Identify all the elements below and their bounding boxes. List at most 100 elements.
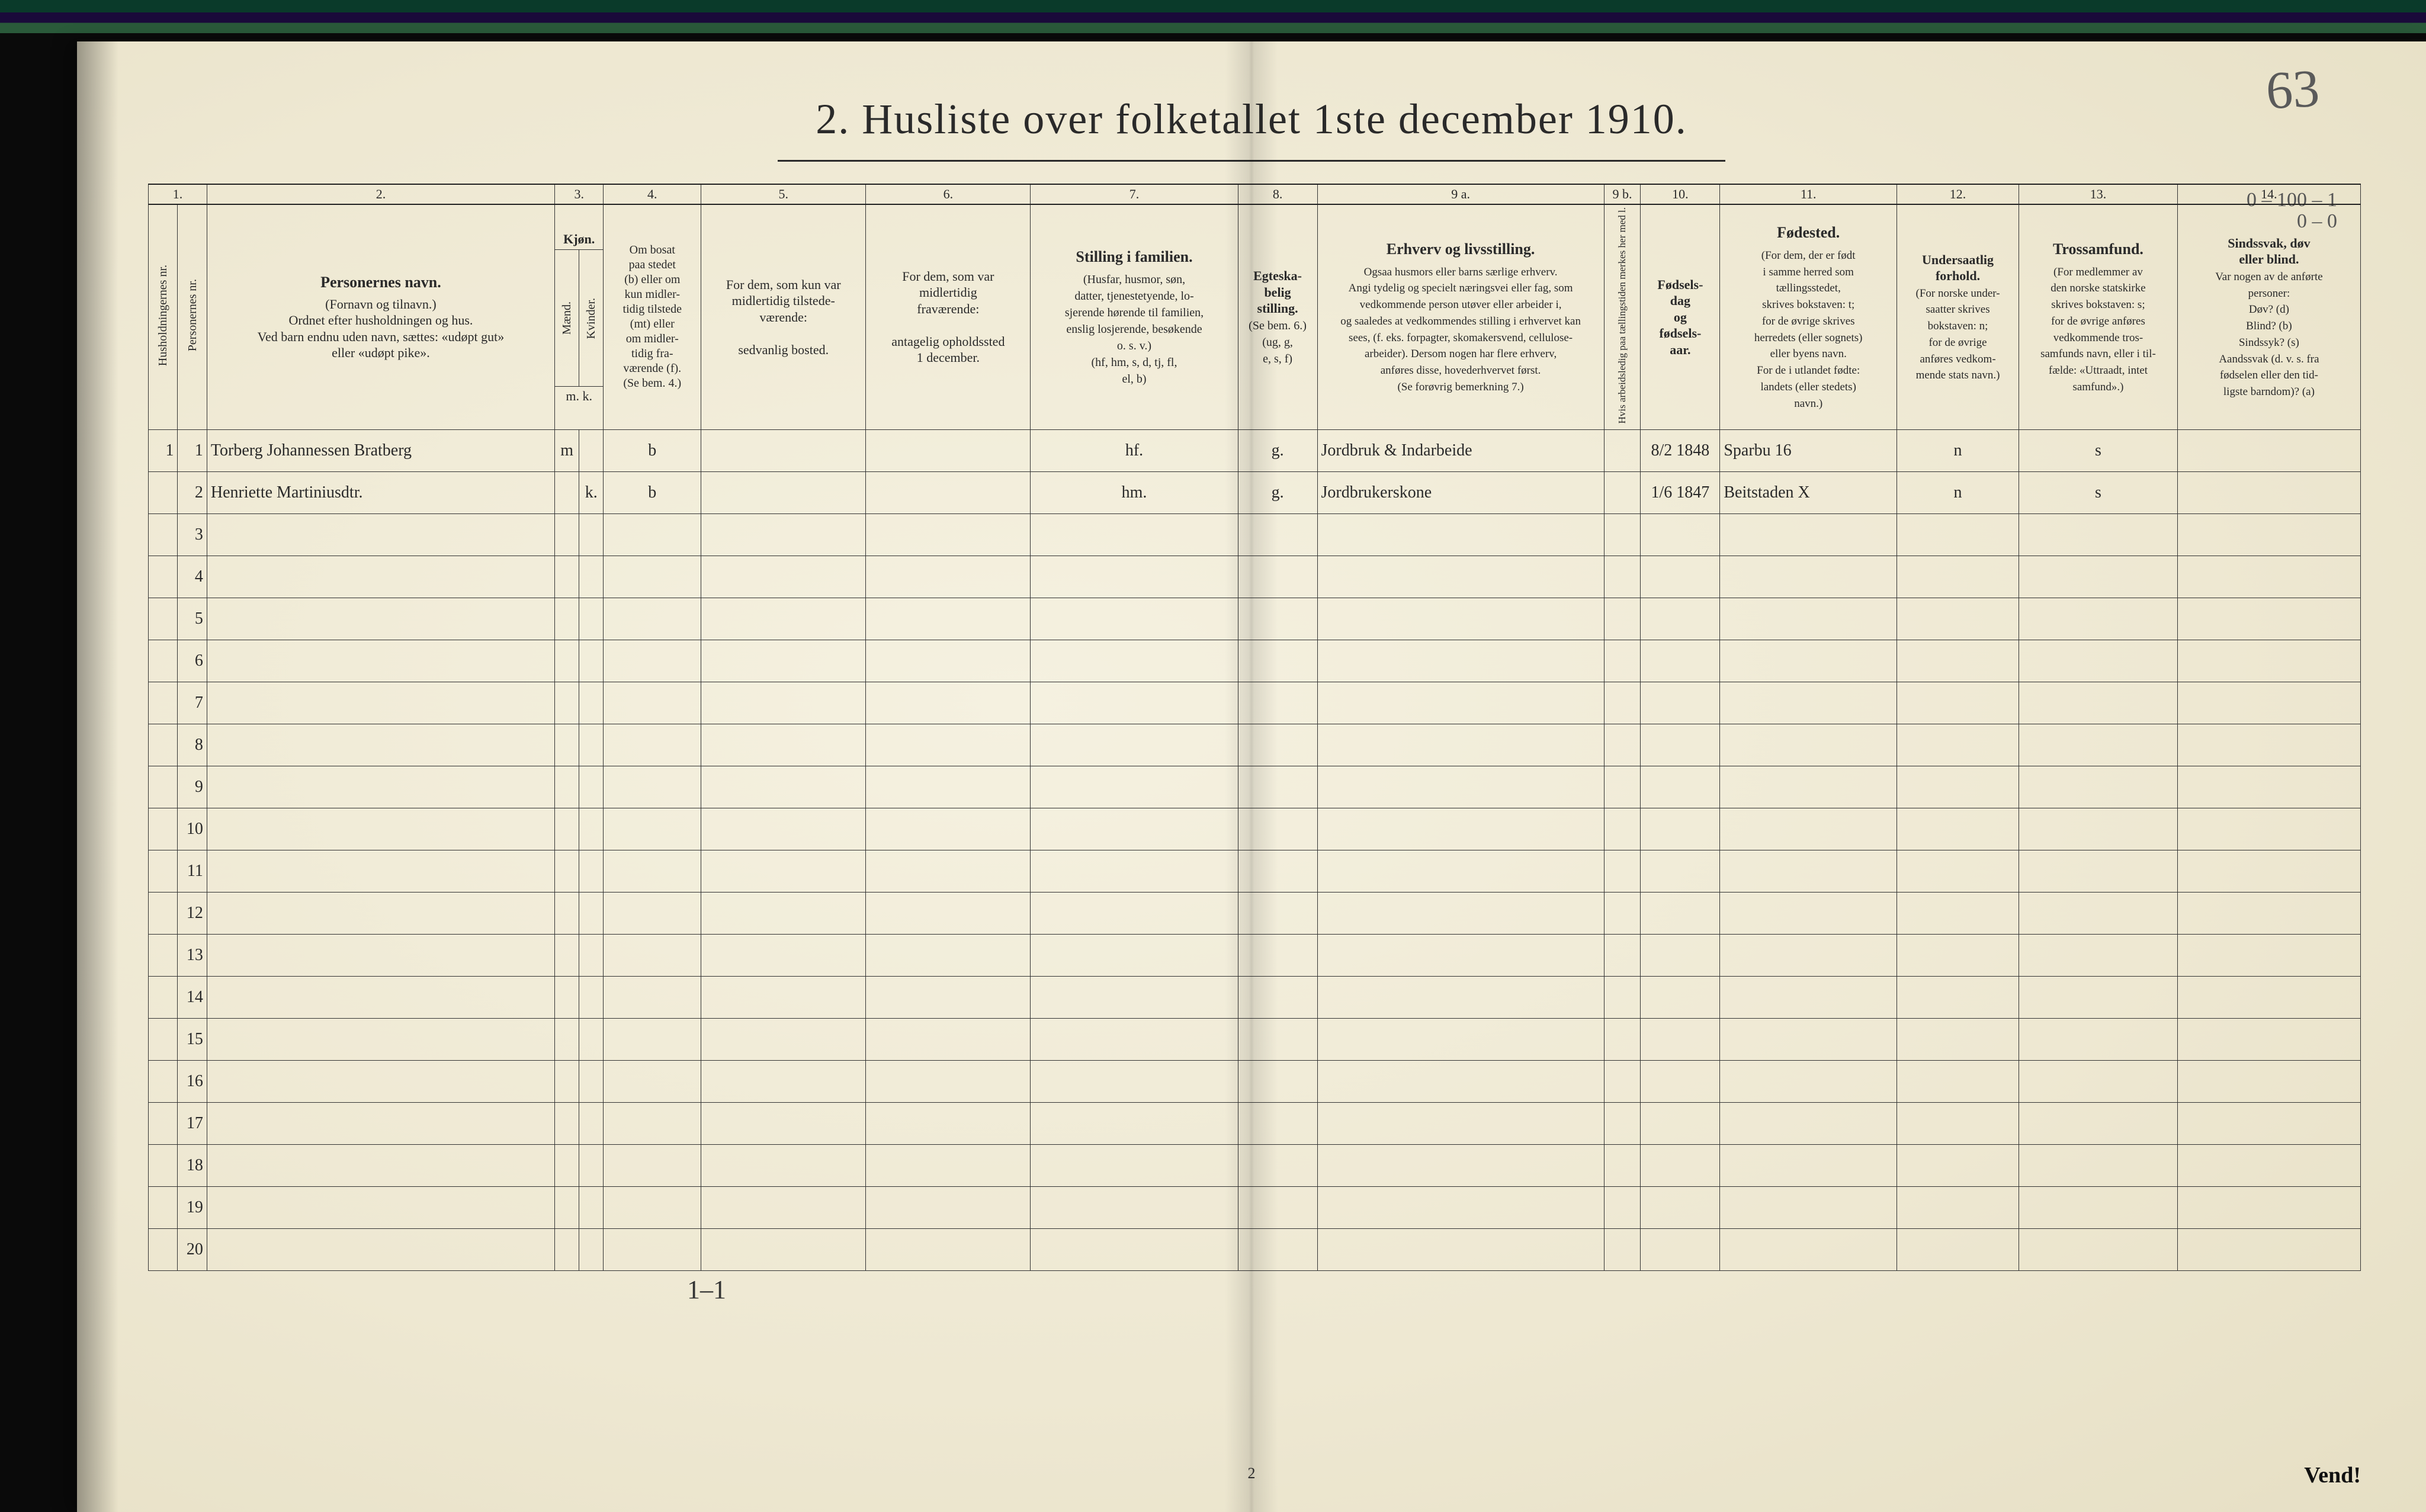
- cell-blank: [207, 977, 554, 1019]
- cell-blank: [2177, 766, 2360, 808]
- cell-blank: [2177, 893, 2360, 935]
- cell-sex-k: [579, 430, 604, 472]
- cell-person-nr: 17: [178, 1103, 207, 1145]
- cell-blank: [555, 766, 579, 808]
- cell-blank: [1238, 1187, 1317, 1229]
- cell-blank: [1031, 893, 1238, 935]
- hdr-name: Personernes navn. (Fornavn og tilnavn.) …: [207, 204, 554, 430]
- cell-blank: [1317, 1187, 1604, 1229]
- hdr-person-nr: Personernes nr.: [178, 204, 207, 430]
- cell-blank: [1031, 1229, 1238, 1271]
- cell-blank: [866, 598, 1031, 640]
- cell-blank: [1720, 1019, 1897, 1061]
- table-row: 13: [149, 935, 2361, 977]
- cell-person-nr: 3: [178, 514, 207, 556]
- cell-blank: [2177, 1103, 2360, 1145]
- cell-hh-nr: [149, 1145, 178, 1187]
- table-body: 11Torberg Johannessen Bratbergmbhf.g.Jor…: [149, 430, 2361, 1271]
- cell-blank: [1031, 1061, 1238, 1103]
- cell-blank: [1604, 1019, 1641, 1061]
- cell-blank: [2019, 935, 2178, 977]
- cell-blank: [866, 1229, 1031, 1271]
- cell-blank: [207, 766, 554, 808]
- cell-blank: [2019, 1145, 2178, 1187]
- scanner-color-band: [0, 0, 2426, 41]
- cell-person-nr: 18: [178, 1145, 207, 1187]
- cell-person-nr: 20: [178, 1229, 207, 1271]
- cell-blank: [1604, 514, 1641, 556]
- cell-temp-present: [701, 430, 866, 472]
- colnum-7: 7.: [1031, 184, 1238, 204]
- cell-blank: [1720, 850, 1897, 893]
- cell-faith: s: [2019, 472, 2178, 514]
- cell-blank: [2019, 556, 2178, 598]
- cell-blank: [1317, 935, 1604, 977]
- table-row: 17: [149, 1103, 2361, 1145]
- cell-blank: [207, 808, 554, 850]
- cell-blank: [1238, 808, 1317, 850]
- table-row: 11Torberg Johannessen Bratbergmbhf.g.Jor…: [149, 430, 2361, 472]
- cell-blank: [1317, 514, 1604, 556]
- cell-blank: [1720, 724, 1897, 766]
- cell-blank: [866, 1061, 1031, 1103]
- cell-blank: [866, 893, 1031, 935]
- cell-blank: [1897, 1229, 2019, 1271]
- cell-blank: [555, 1019, 579, 1061]
- page-title: 2. Husliste over folketallet 1ste decemb…: [77, 95, 2426, 144]
- cell-blank: [555, 724, 579, 766]
- cell-hh-nr: [149, 598, 178, 640]
- cell-blank: [1317, 556, 1604, 598]
- cell-blank: [1641, 1187, 1720, 1229]
- cell-sex-m: m: [555, 430, 579, 472]
- cell-blank: [1641, 1229, 1720, 1271]
- cell-blank: [1317, 1229, 1604, 1271]
- cell-blank: [2177, 808, 2360, 850]
- cell-blank: [866, 514, 1031, 556]
- cell-hh-nr: [149, 1229, 178, 1271]
- cell-person-nr: 5: [178, 598, 207, 640]
- cell-blank: [207, 724, 554, 766]
- cell-blank: [866, 1187, 1031, 1229]
- table-row: 5: [149, 598, 2361, 640]
- cell-blank: [2019, 850, 2178, 893]
- cell-blank: [1031, 724, 1238, 766]
- cell-blank: [207, 935, 554, 977]
- cell-blank: [1720, 766, 1897, 808]
- cell-blank: [1897, 850, 2019, 893]
- cell-blank: [555, 850, 579, 893]
- cell-hh-nr: [149, 766, 178, 808]
- cell-blank: [1604, 598, 1641, 640]
- table-row: 4: [149, 556, 2361, 598]
- cell-blank: [701, 893, 866, 935]
- hdr-unemployed: Hvis arbeidsledig paa tællingstiden merk…: [1604, 204, 1641, 430]
- cell-blank: [2019, 640, 2178, 682]
- cell-blank: [207, 682, 554, 724]
- cell-blank: [2177, 1019, 2360, 1061]
- cell-blank: [1641, 977, 1720, 1019]
- cell-person-nr: 10: [178, 808, 207, 850]
- cell-blank: [1897, 766, 2019, 808]
- cell-blank: [701, 724, 866, 766]
- cell-blank: [555, 514, 579, 556]
- cell-blank: [1641, 1103, 1720, 1145]
- colnum-6: 6.: [866, 184, 1031, 204]
- cell-blank: [1897, 1061, 2019, 1103]
- cell-blank: [866, 766, 1031, 808]
- cell-person-nr: 9: [178, 766, 207, 808]
- cell-blank: [1031, 640, 1238, 682]
- hdr-dob: Fødsels- dag og fødsels- aar.: [1641, 204, 1720, 430]
- title-underline: [778, 160, 1725, 162]
- cell-blank: [1604, 1061, 1641, 1103]
- colnum-9a: 9 a.: [1317, 184, 1604, 204]
- cell-name: Torberg Johannessen Bratberg: [207, 430, 554, 472]
- cell-blank: [2177, 682, 2360, 724]
- cell-birthplace: Beitstaden X: [1720, 472, 1897, 514]
- table-row: 15: [149, 1019, 2361, 1061]
- cell-blank: [604, 640, 701, 682]
- cell-blank: [579, 598, 604, 640]
- cell-blank: [866, 1145, 1031, 1187]
- cell-blank: [579, 556, 604, 598]
- cell-blank: [1238, 598, 1317, 640]
- cell-blank: [604, 1019, 701, 1061]
- cell-blank: [555, 682, 579, 724]
